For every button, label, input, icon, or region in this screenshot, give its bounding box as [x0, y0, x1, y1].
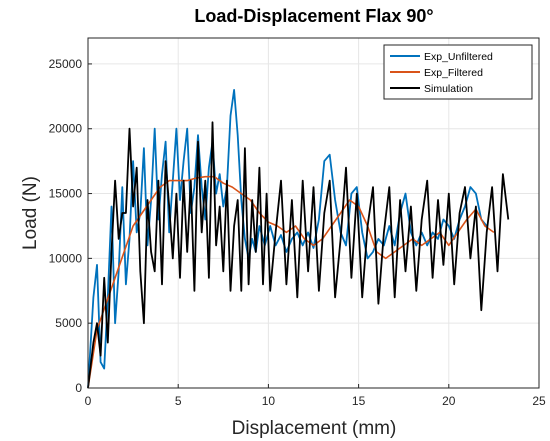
y-axis-label: Load (N)	[20, 176, 41, 250]
series-line-simulation	[87, 121, 510, 389]
legend-label: Simulation	[424, 83, 473, 95]
plot-frame	[87, 37, 540, 389]
legend-label: Exp_Filtered	[424, 67, 483, 79]
x-tick-label: 20	[442, 394, 456, 408]
series-line-exp-filtered	[87, 175, 495, 389]
axis-ticks: 0 5 10 15 20 25 0 5000 10000 15000 20000 25000	[49, 57, 546, 408]
x-tick-label: 25	[532, 394, 546, 408]
x-axis-label: Displacement (mm)	[232, 418, 397, 439]
legend-label: Exp_Unfiltered	[424, 51, 493, 63]
x-tick-label: 15	[352, 394, 366, 408]
y-tick-label: 5000	[55, 316, 82, 330]
series-layer	[87, 89, 510, 389]
y-tick-label: 10000	[49, 251, 83, 265]
x-tick-label: 5	[175, 394, 182, 408]
y-tick-label: 15000	[49, 187, 83, 201]
y-tick-label: 25000	[49, 57, 83, 71]
x-tick-label: 0	[85, 394, 92, 408]
y-tick-label: 20000	[49, 122, 83, 136]
legend: Exp_Unfiltered Exp_Filtered Simulation	[383, 44, 533, 100]
x-tick-label: 10	[262, 394, 276, 408]
chart-title: Load-Displacement Flax 90°	[194, 6, 433, 26]
y-tick-label: 0	[75, 381, 82, 395]
